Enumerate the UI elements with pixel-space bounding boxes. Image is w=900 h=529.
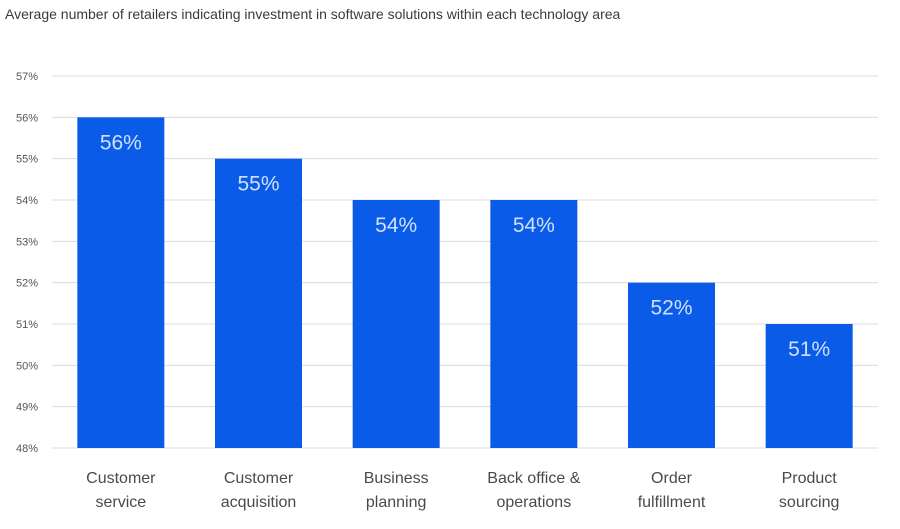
- bar: [352, 200, 440, 448]
- y-tick-label: 54%: [16, 195, 38, 207]
- category-label: Customer: [86, 470, 156, 487]
- category-label: Product: [782, 470, 838, 487]
- category-label: Customer: [224, 470, 294, 487]
- bar: [77, 117, 165, 448]
- bar: [628, 282, 715, 448]
- y-tick-label: 49%: [16, 402, 38, 414]
- bar: [215, 158, 302, 448]
- y-tick-label: 52%: [16, 278, 38, 290]
- data-labels: 56% 55% 54% 54% 52% 51%: [100, 131, 830, 361]
- y-tick-label: 57%: [16, 71, 38, 83]
- bar: [765, 324, 853, 448]
- category-label: sourcing: [779, 494, 839, 511]
- category-label: service: [95, 494, 146, 511]
- y-tick-label: 53%: [16, 236, 38, 248]
- x-axis-categories: Customer service Customer acquisition Busine…: [86, 470, 839, 511]
- category-label: planning: [366, 494, 427, 511]
- bar: [490, 200, 578, 448]
- data-label: 54%: [513, 214, 555, 237]
- data-label: 55%: [237, 173, 279, 196]
- data-label: 52%: [650, 297, 692, 320]
- category-label: Order: [651, 470, 693, 487]
- category-label: fulfillment: [638, 494, 706, 511]
- data-label: 54%: [375, 214, 417, 237]
- y-tick-label: 50%: [16, 360, 38, 372]
- data-label: 51%: [788, 338, 830, 361]
- y-axis-ticks: 48% 49% 50% 51% 52% 53% 54% 55% 56% 57%: [16, 71, 38, 455]
- y-tick-label: 48%: [16, 443, 38, 455]
- y-tick-label: 55%: [16, 154, 38, 166]
- chart-title: Average number of retailers indicating i…: [5, 6, 621, 22]
- y-tick-label: 51%: [16, 319, 38, 331]
- category-label: Business: [364, 470, 429, 487]
- data-label: 56%: [100, 131, 142, 154]
- y-tick-label: 56%: [16, 112, 38, 124]
- gridlines: [52, 75, 878, 449]
- bars: [77, 117, 853, 448]
- category-label: operations: [496, 494, 571, 511]
- category-label: acquisition: [221, 494, 297, 511]
- category-label: Back office &: [487, 470, 580, 487]
